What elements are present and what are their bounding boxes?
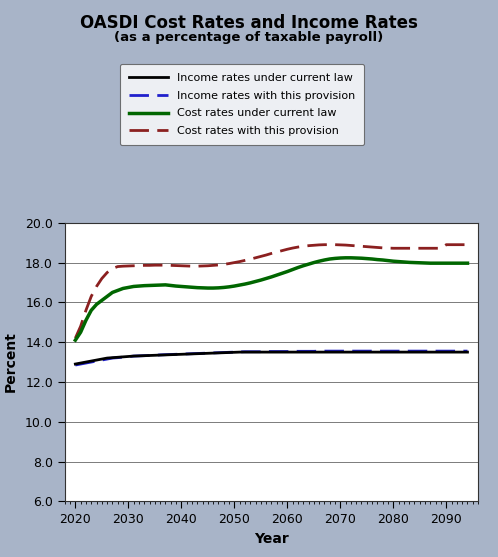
X-axis label: Year: Year [254,532,289,546]
Text: (as a percentage of taxable payroll): (as a percentage of taxable payroll) [115,31,383,43]
Y-axis label: Percent: Percent [4,331,18,393]
Text: OASDI Cost Rates and Income Rates: OASDI Cost Rates and Income Rates [80,14,418,32]
Legend: Income rates under current law, Income rates with this provision, Cost rates und: Income rates under current law, Income r… [120,64,364,145]
